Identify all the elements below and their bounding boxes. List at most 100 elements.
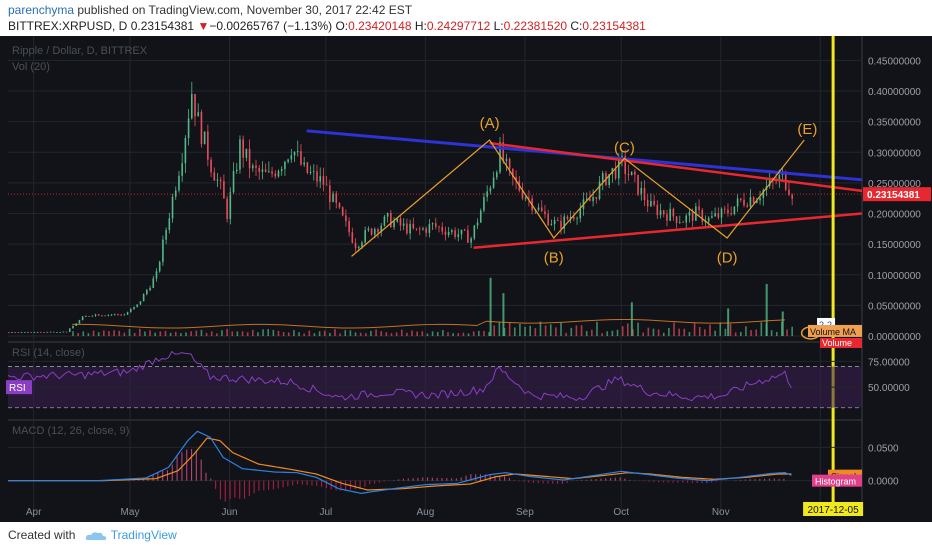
candle-body	[479, 210, 482, 223]
volume-bar	[570, 327, 573, 336]
candle-body	[88, 316, 90, 317]
macd-histogram-bar	[595, 479, 597, 481]
macd-histogram-bar	[696, 480, 698, 484]
candle-body	[489, 187, 492, 192]
volume-bar	[87, 333, 90, 336]
volume-bar	[185, 332, 187, 336]
macd-histogram-bar	[296, 480, 299, 485]
candle-body	[357, 246, 360, 249]
candle-body	[8, 332, 10, 334]
macd-histogram-bar	[614, 477, 616, 481]
candle-body	[444, 231, 447, 235]
volume-bar	[205, 332, 208, 336]
candle-body	[675, 216, 678, 223]
price-pane-title: Ripple / Dollar, D, BITTREX	[12, 45, 148, 57]
macd-histogram-bar	[157, 471, 159, 481]
chart-area[interactable]: AprMayJunJulAugSepOctNov20180.450000000.…	[0, 36, 932, 522]
candle-body	[672, 208, 675, 217]
volume-bar	[632, 329, 634, 336]
candle-body	[380, 225, 383, 233]
macd-line	[8, 430, 792, 494]
macd-histogram-bar	[528, 480, 530, 483]
macd-histogram-bar	[783, 478, 785, 481]
price-y-tick-label: 0.15000000	[868, 240, 921, 251]
candle-body	[451, 230, 453, 233]
macd-histogram-bar	[422, 477, 424, 481]
high-value: 0.24297712	[426, 19, 491, 33]
volume-bar	[467, 333, 470, 336]
candle-body	[528, 197, 530, 199]
chart-svg[interactable]: AprMayJunJulAugSepOctNov20180.450000000.…	[0, 36, 932, 522]
candle-body	[303, 162, 305, 165]
volume-bar	[128, 328, 131, 336]
candle-body	[261, 169, 264, 172]
volume-bar	[637, 322, 639, 336]
candle-body	[136, 304, 139, 307]
candle-body	[171, 196, 174, 219]
candle-body	[592, 197, 594, 202]
candle-body	[540, 207, 543, 212]
candle-body	[467, 230, 469, 243]
volume-ma-tag	[808, 324, 862, 337]
volume-bar	[534, 328, 537, 336]
candle-body	[130, 309, 132, 313]
price-y-tick-label: 0.25000000	[868, 179, 921, 190]
author-link[interactable]: parenchyma	[8, 3, 75, 17]
volume-bar	[478, 330, 480, 336]
candle-body	[30, 331, 33, 333]
macd-histogram-bar	[711, 480, 713, 483]
volume-bar	[77, 332, 79, 336]
tradingview-link[interactable]: TradingView	[110, 528, 177, 542]
volume-bar	[267, 329, 270, 336]
volume-bar	[174, 331, 177, 336]
wave-label: (D)	[717, 250, 738, 267]
macd-histogram-bar	[359, 480, 361, 489]
volume-bar	[740, 331, 742, 336]
candle-body	[158, 261, 161, 272]
candle-body	[280, 168, 283, 171]
candle-body	[72, 325, 74, 329]
volume-bar	[626, 323, 629, 336]
candle-body	[701, 209, 704, 222]
volume-bar	[462, 332, 465, 336]
candle-body	[460, 229, 463, 235]
candle-body	[191, 94, 193, 119]
candle-body	[608, 174, 610, 185]
macd-histogram-bar	[407, 478, 409, 481]
candle-body	[759, 198, 761, 201]
volume-bar	[483, 330, 485, 336]
macd-histogram-bar	[152, 474, 154, 481]
volume-bar	[221, 330, 223, 336]
volume-bar	[133, 332, 136, 336]
candle-body	[155, 271, 158, 279]
candle-body	[601, 173, 604, 182]
candle-body	[717, 213, 720, 218]
volume-bar	[760, 322, 763, 336]
candle-body	[412, 223, 415, 229]
candle-body	[624, 156, 627, 175]
macd-histogram-bar	[460, 477, 462, 481]
volume-bar	[72, 331, 74, 336]
candle-body	[409, 223, 411, 234]
candle-body	[402, 223, 405, 226]
candle-body	[229, 192, 232, 219]
candle-body	[740, 198, 742, 200]
open-value: 0.23420148	[348, 19, 412, 33]
candle-body	[94, 314, 97, 316]
candle-body	[20, 332, 23, 333]
candle-body	[101, 315, 103, 317]
candle-body	[630, 171, 633, 176]
volume-bar	[323, 330, 326, 336]
candle-body	[287, 159, 289, 162]
candle-body	[553, 220, 556, 225]
macd-histogram-bar	[426, 477, 429, 481]
candle-body	[248, 148, 251, 169]
histogram-legend-label: Histogram	[815, 477, 856, 487]
candle-body	[441, 226, 444, 232]
candle-body	[46, 331, 49, 333]
candle-body	[316, 171, 318, 182]
volume-bar	[673, 322, 675, 336]
macd-histogram-bar	[619, 477, 621, 481]
volume-bar	[781, 311, 784, 336]
volume-bar	[688, 331, 691, 336]
